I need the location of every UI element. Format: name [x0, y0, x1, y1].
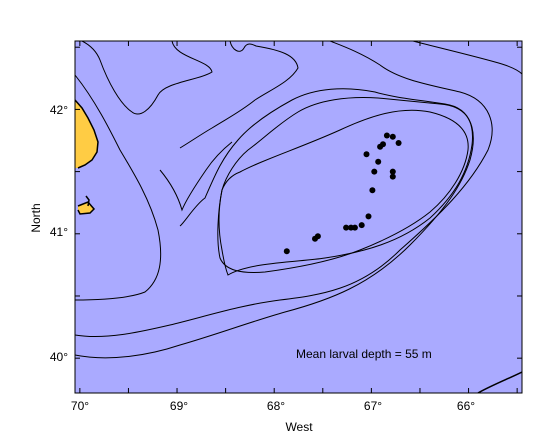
contour-outer-bank — [75, 41, 493, 338]
x-axis-label: West — [285, 420, 313, 434]
y-axis-label: North — [29, 203, 43, 232]
larval-position-point — [351, 224, 358, 231]
larval-position-point — [365, 213, 372, 220]
larval-position-point — [389, 133, 396, 140]
ocean-background — [75, 41, 522, 393]
contour-east-lobe — [412, 41, 522, 75]
larval-position-point — [375, 158, 382, 165]
larval-position-point — [371, 168, 378, 175]
larval-position-point — [383, 132, 390, 139]
larval-position-point — [343, 224, 350, 231]
larval-position-point — [389, 173, 396, 180]
larval-position-point — [380, 141, 386, 148]
contour-northern-shelf — [179, 41, 299, 149]
x-tick-label-67: 67° — [364, 399, 382, 413]
larval-position-point — [358, 222, 365, 229]
tick-marks — [75, 41, 522, 393]
coastline-nantucket — [77, 201, 96, 215]
contour-deep-edge — [477, 371, 522, 393]
x-tick-label-68: 68° — [267, 399, 285, 413]
larval-positions — [283, 132, 402, 255]
larval-position-point — [369, 187, 376, 194]
coastline — [75, 99, 99, 169]
y-tick-label-41: 41° — [50, 225, 68, 239]
mean-depth-annotation: Mean larval depth = 55 m — [296, 347, 432, 361]
y-tick-label-40: 40° — [50, 350, 68, 364]
larval-position-point — [283, 248, 290, 255]
map-area: Mean larval depth = 55 m — [75, 41, 522, 393]
cape-cod-land — [75, 100, 98, 168]
larval-position-point — [389, 168, 396, 175]
plot-frame — [74, 40, 523, 394]
depth-contours — [75, 41, 522, 393]
larval-position-point — [363, 151, 370, 158]
contour-inner-loop — [217, 109, 469, 273]
larval-position-point — [314, 233, 321, 240]
contour-great-south-channel — [75, 74, 162, 301]
larval-position-point — [395, 140, 402, 146]
contour-gulf-tongue — [81, 41, 213, 115]
contour-channel-west — [159, 141, 233, 212]
coastline-islet — [85, 195, 90, 207]
x-tick-label-66: 66° — [457, 399, 475, 413]
y-tick-label-42: 42° — [50, 103, 68, 117]
x-tick-label-70: 70° — [71, 399, 89, 413]
tick-labels: 70° 69° 68° 67° 66° 42° 41° 40° — [50, 103, 475, 413]
x-tick-label-69: 69° — [170, 399, 188, 413]
